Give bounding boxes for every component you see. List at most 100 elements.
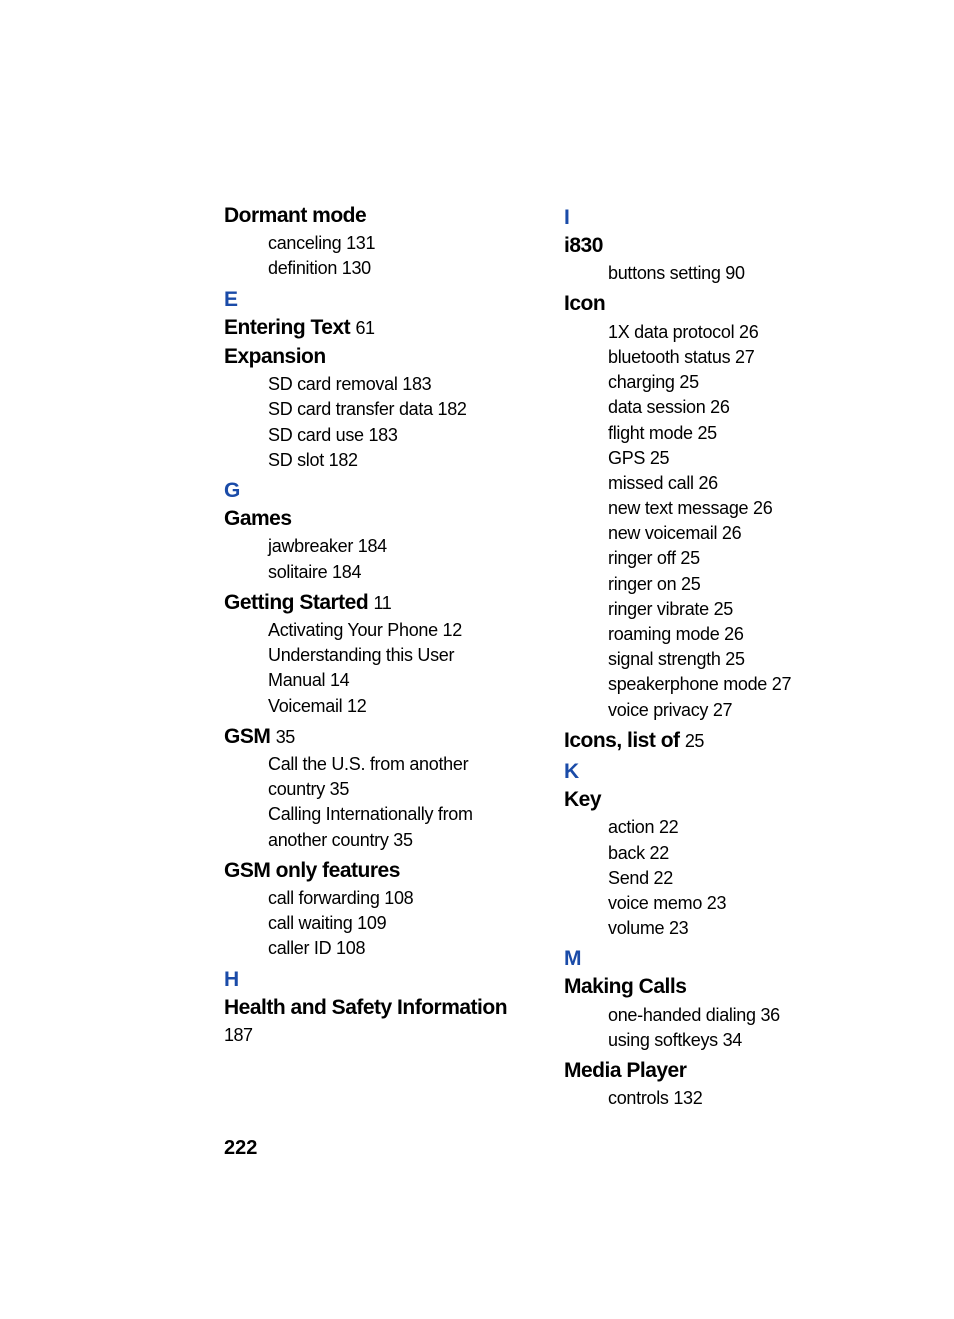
- sub-item: bluetooth status 27: [608, 345, 854, 370]
- sub-page: 12: [443, 620, 462, 640]
- sub-page: 131: [346, 233, 375, 253]
- index-columns: Dormant modecanceling 131definition 130E…: [224, 200, 894, 1115]
- sub-item: one-handed dialing 36: [608, 1003, 854, 1028]
- sub-item: missed call 26: [608, 471, 854, 496]
- sub-item: call waiting 109: [268, 911, 514, 936]
- sub-page: 25: [725, 649, 744, 669]
- sub-text: caller ID: [268, 938, 331, 958]
- sub-item: canceling 131: [268, 231, 514, 256]
- sub-item: Activating Your Phone 12: [268, 618, 514, 643]
- sub-item: controls 132: [608, 1086, 854, 1111]
- sub-item: solitaire 184: [268, 560, 514, 585]
- sub-page: 25: [680, 548, 699, 568]
- sub-item: new voicemail 26: [608, 521, 854, 546]
- sub-text: bluetooth status: [608, 347, 730, 367]
- sub-item: new text message 26: [608, 496, 854, 521]
- sub-page: 27: [735, 347, 754, 367]
- index-heading: Key: [564, 786, 854, 813]
- sub-item: 1X data protocol 26: [608, 320, 854, 345]
- index-letter: I: [564, 206, 854, 230]
- index-heading: Entering Text 61: [224, 314, 514, 341]
- sub-text: signal strength: [608, 649, 721, 669]
- sub-items: call forwarding 108call waiting 109calle…: [224, 886, 514, 962]
- sub-item: SD card transfer data 182: [268, 397, 514, 422]
- sub-page: 132: [673, 1088, 702, 1108]
- sub-page: 182: [437, 399, 466, 419]
- sub-item: caller ID 108: [268, 936, 514, 961]
- sub-page: 183: [402, 374, 431, 394]
- heading-text: GSM only features: [224, 859, 400, 882]
- sub-page: 26: [753, 498, 772, 518]
- sub-page: 26: [722, 523, 741, 543]
- sub-items: canceling 131definition 130: [224, 231, 514, 281]
- index-heading: Games: [224, 505, 514, 532]
- sub-text: buttons setting: [608, 263, 721, 283]
- sub-page: 184: [332, 562, 361, 582]
- sub-text: back: [608, 843, 645, 863]
- sub-item: Send 22: [608, 866, 854, 891]
- sub-page: 26: [698, 473, 717, 493]
- sub-items: action 22back 22Send 22voice memo 23volu…: [564, 815, 854, 941]
- sub-page: 25: [679, 372, 698, 392]
- sub-item: flight mode 25: [608, 421, 854, 446]
- sub-text: roaming mode: [608, 624, 719, 644]
- sub-text: new text message: [608, 498, 748, 518]
- sub-page: 34: [723, 1030, 742, 1050]
- sub-page: 22: [650, 843, 669, 863]
- sub-text: canceling: [268, 233, 341, 253]
- sub-text: flight mode: [608, 423, 693, 443]
- sub-items: 1X data protocol 26bluetooth status 27ch…: [564, 320, 854, 723]
- index-letter: E: [224, 288, 514, 312]
- sub-item: Voicemail 12: [268, 694, 514, 719]
- heading-text: Health and Safety Information: [224, 996, 507, 1019]
- sub-text: Understanding this User Manual: [268, 645, 454, 690]
- sub-items: one-handed dialing 36using softkeys 34: [564, 1003, 854, 1053]
- sub-text: GPS: [608, 448, 645, 468]
- sub-text: SD slot: [268, 450, 324, 470]
- sub-page: 184: [358, 536, 387, 556]
- sub-text: solitaire: [268, 562, 327, 582]
- sub-page: 26: [710, 397, 729, 417]
- sub-item: volume 23: [608, 916, 854, 941]
- sub-item: using softkeys 34: [608, 1028, 854, 1053]
- sub-text: SD card removal: [268, 374, 398, 394]
- index-heading: Health and Safety Information 187: [224, 994, 514, 1049]
- index-heading: i830: [564, 232, 854, 259]
- sub-text: Send: [608, 868, 649, 888]
- sub-text: jawbreaker: [268, 536, 353, 556]
- sub-page: 25: [697, 423, 716, 443]
- sub-text: SD card use: [268, 425, 364, 445]
- sub-page: 26: [739, 322, 758, 342]
- sub-text: action: [608, 817, 654, 837]
- sub-text: ringer vibrate: [608, 599, 709, 619]
- sub-text: definition: [268, 258, 337, 278]
- sub-item: Calling Internationally from another cou…: [268, 802, 514, 852]
- heading-text: GSM: [224, 725, 270, 748]
- index-letter: G: [224, 479, 514, 503]
- sub-page: 35: [393, 830, 412, 850]
- sub-item: Call the U.S. from another country 35: [268, 752, 514, 802]
- index-heading: Icons, list of 25: [564, 727, 854, 754]
- left-column: Dormant modecanceling 131definition 130E…: [224, 200, 514, 1115]
- heading-text: i830: [564, 234, 603, 257]
- sub-items: Activating Your Phone 12Understanding th…: [224, 618, 514, 719]
- sub-page: 108: [336, 938, 365, 958]
- heading-text: Dormant mode: [224, 204, 366, 227]
- sub-text: charging: [608, 372, 675, 392]
- sub-text: Voicemail: [268, 696, 342, 716]
- sub-page: 12: [347, 696, 366, 716]
- heading-text: Entering Text: [224, 316, 350, 339]
- heading-text: Key: [564, 788, 601, 811]
- sub-items: buttons setting 90: [564, 261, 854, 286]
- sub-page: 26: [724, 624, 743, 644]
- sub-item: call forwarding 108: [268, 886, 514, 911]
- heading-text: Getting Started: [224, 591, 368, 614]
- sub-text: using softkeys: [608, 1030, 718, 1050]
- sub-page: 35: [330, 779, 349, 799]
- sub-item: voice memo 23: [608, 891, 854, 916]
- sub-item: data session 26: [608, 395, 854, 420]
- sub-page: 109: [357, 913, 386, 933]
- sub-item: GPS 25: [608, 446, 854, 471]
- sub-item: Understanding this User Manual 14: [268, 643, 514, 693]
- sub-items: Call the U.S. from another country 35Cal…: [224, 752, 514, 853]
